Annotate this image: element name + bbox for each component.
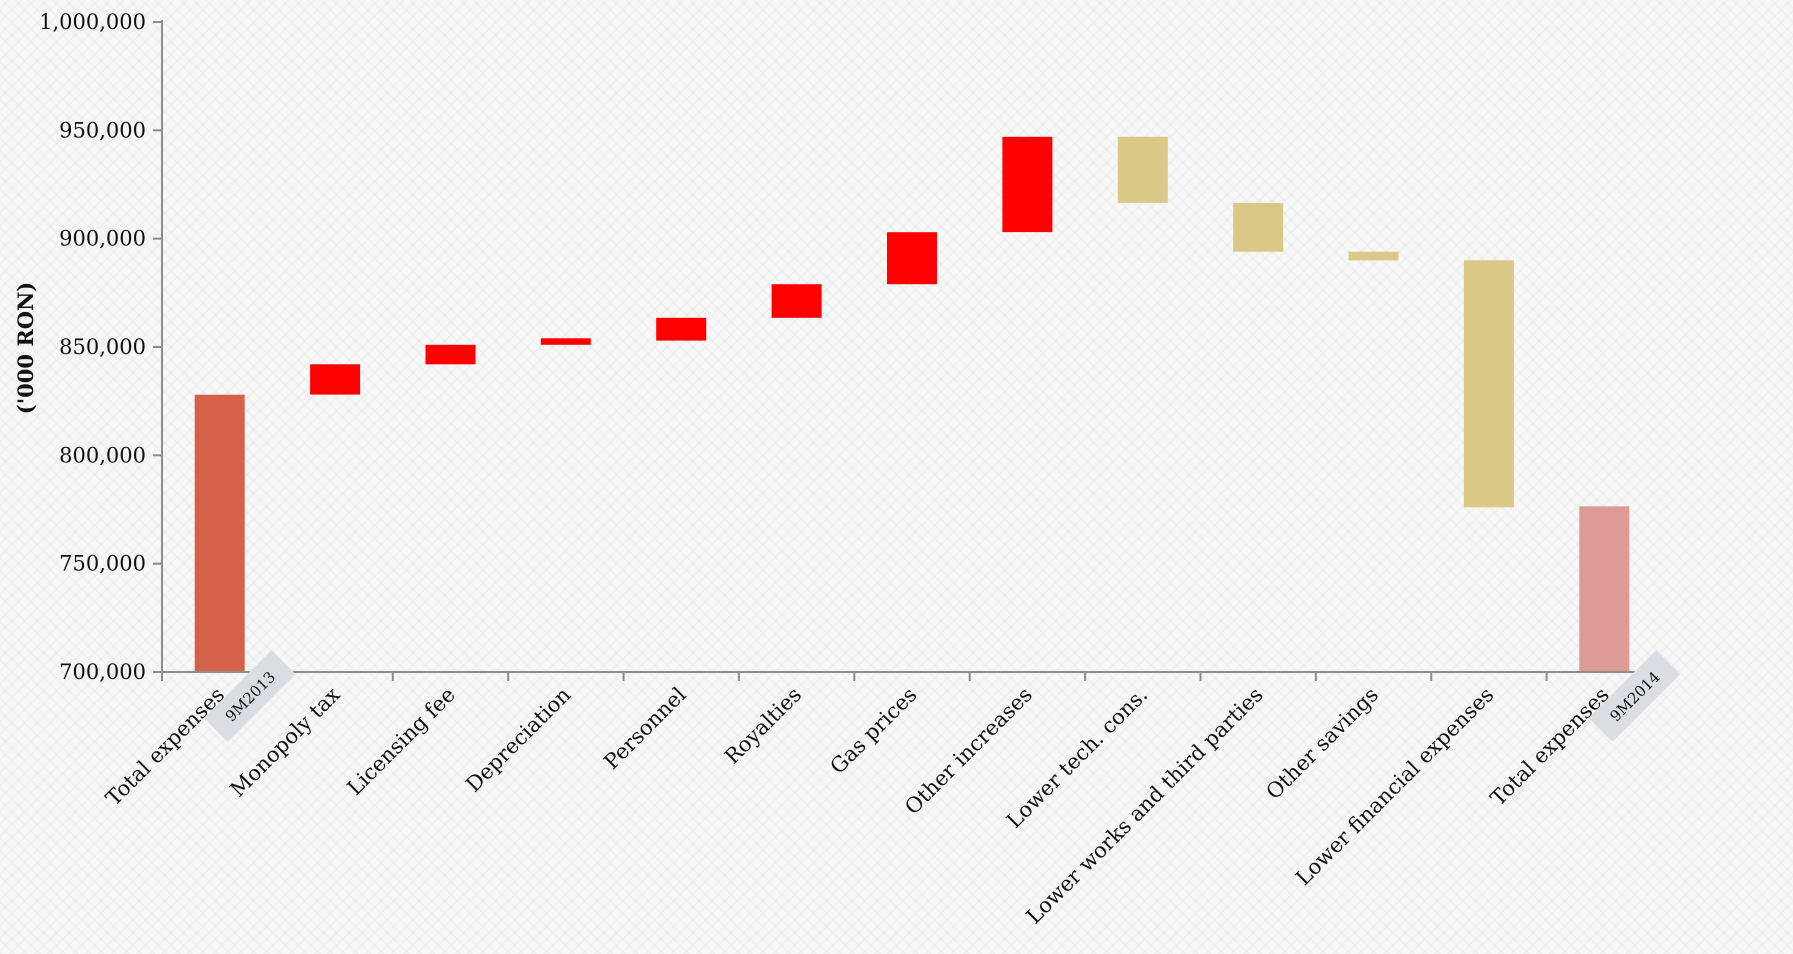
bar-11 xyxy=(1463,260,1514,508)
labels-layer: 700,000 750,000 800,000 850,000 900,000 950,0… xyxy=(39,10,1681,929)
x-category-label: Royalties xyxy=(720,683,806,769)
y-tick-label: 900,000 xyxy=(59,227,146,251)
x-category-label: Gas prices xyxy=(825,683,921,779)
bar-1 xyxy=(310,364,361,395)
bar-4 xyxy=(656,317,707,341)
bar-3 xyxy=(540,338,591,345)
period-badge-bg xyxy=(1588,650,1681,742)
bar-9 xyxy=(1233,202,1284,252)
x-category-label: Depreciation xyxy=(461,683,575,797)
y-axis-title: ('000 RON) xyxy=(13,282,38,414)
y-tick-label: 850,000 xyxy=(59,335,146,359)
axes-layer xyxy=(153,20,1663,681)
bar-12 xyxy=(1579,506,1630,673)
bar-2 xyxy=(425,344,476,365)
y-tick-label: 950,000 xyxy=(59,118,146,142)
x-category-label: Lower works and third parties xyxy=(1022,683,1268,929)
x-category-label: Personnel xyxy=(599,682,691,774)
y-tick-label: 1,000,000 xyxy=(39,10,146,34)
bar-10 xyxy=(1348,251,1399,261)
y-tick-label: 700,000 xyxy=(59,660,146,684)
period-badge-bg xyxy=(203,650,296,742)
x-category-label: Total expenses xyxy=(1486,683,1614,811)
y-tick-label: 800,000 xyxy=(59,443,146,467)
x-category-label: Lower financial expenses xyxy=(1291,683,1498,890)
bar-0 xyxy=(194,394,245,672)
bar-5 xyxy=(771,284,822,318)
x-category-label: Licensing fee xyxy=(343,683,460,800)
bar-7 xyxy=(1002,136,1053,233)
x-category-label: Total expenses xyxy=(101,683,229,811)
x-category-label: Other savings xyxy=(1261,683,1383,805)
bar-6 xyxy=(887,232,937,285)
x-category-label: Other increases xyxy=(900,683,1037,820)
bar-8 xyxy=(1117,136,1168,203)
y-tick-label: 750,000 xyxy=(59,552,146,576)
bars-layer xyxy=(194,136,1630,673)
